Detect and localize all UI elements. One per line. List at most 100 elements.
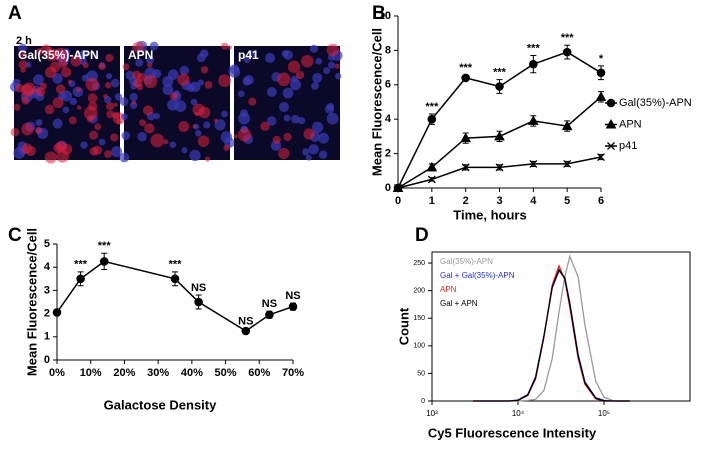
fluorescence (104, 150, 112, 158)
fluorescence (287, 60, 301, 74)
nucleus (266, 87, 277, 98)
significance-label: *** (425, 101, 439, 113)
data-point (170, 274, 180, 284)
fluorescence (89, 147, 99, 156)
data-point (427, 175, 436, 184)
data-point (394, 184, 402, 192)
y-tick-label: 50 (417, 370, 425, 377)
data-point (527, 115, 539, 125)
data-point (76, 274, 85, 284)
legend-label: APN (440, 285, 457, 294)
significance-label: *** (527, 42, 541, 54)
nucleus (281, 50, 289, 57)
nucleus (302, 148, 310, 156)
y-tick-label: 6 (385, 79, 391, 91)
nucleus (18, 43, 28, 54)
nucleus (243, 74, 254, 85)
plot-frame (431, 251, 691, 402)
image-label: APN (128, 48, 153, 62)
nucleus (238, 112, 251, 125)
fluorescence (144, 123, 155, 134)
nucleus (297, 117, 306, 125)
fluorescence (56, 149, 70, 163)
panel-letter: C (8, 225, 22, 246)
nucleus (110, 78, 120, 88)
data-point (426, 161, 438, 172)
fluorescence (94, 123, 102, 131)
nucleus (190, 98, 198, 106)
fluorescence (237, 128, 252, 142)
data-point (427, 114, 437, 124)
data-point (461, 73, 470, 83)
legend-label: p41 (619, 140, 637, 152)
legend-marker (605, 118, 617, 129)
nucleus (323, 67, 331, 75)
fluorescence (105, 102, 115, 111)
fluorescence (25, 145, 36, 157)
x-tick-label: 70% (282, 367, 304, 379)
data-point (99, 257, 109, 266)
nucleus (200, 49, 209, 58)
fluorescence (197, 135, 210, 147)
nucleus (326, 112, 339, 125)
fluorescence (163, 139, 169, 145)
y-axis-label: Count (396, 307, 411, 345)
fluorescence (46, 46, 52, 52)
nucleus (62, 106, 70, 114)
fluorescence (150, 133, 165, 148)
x-tick-label: 3 (496, 195, 502, 207)
data-point (529, 159, 538, 168)
fluorescence (194, 111, 199, 117)
y-tick-label: 250 (413, 260, 425, 267)
fluorescence (53, 47, 68, 62)
series-line (473, 263, 630, 402)
legend-label: Gal(35%)-APN (440, 257, 493, 266)
fluorescence (192, 124, 197, 129)
data-point (52, 308, 62, 317)
nucleus (33, 74, 44, 86)
fluorescence (67, 79, 73, 85)
legend-label: APN (619, 118, 642, 130)
fluorescence (137, 72, 147, 82)
x-tick-label: 30% (147, 367, 169, 379)
data-point (194, 297, 203, 307)
fluorescence (70, 55, 82, 67)
nucleus (98, 138, 106, 146)
fluorescence (35, 126, 43, 134)
data-point (561, 120, 573, 131)
nucleus (52, 118, 63, 129)
fluorescence (283, 132, 292, 142)
panel-letter: B (372, 3, 386, 24)
nucleus (228, 66, 241, 78)
series-line (56, 260, 294, 332)
nucleus (114, 93, 123, 101)
fluorescence (223, 144, 230, 151)
legend-marker (607, 142, 615, 150)
fluorescence (110, 133, 119, 142)
data-point (495, 82, 504, 91)
fluorescence (260, 121, 270, 131)
x-tick-label: 5 (564, 195, 570, 207)
nucleus (69, 98, 77, 106)
y-tick-label: 4 (44, 261, 51, 273)
fluorescence (105, 53, 114, 62)
nucleus (137, 132, 147, 142)
nucleus (181, 147, 188, 154)
nucleus (190, 81, 201, 92)
nucleus (282, 87, 294, 99)
nucleus (283, 114, 291, 122)
fluorescence (113, 102, 118, 107)
image-label: Gal(35%)-APN (18, 48, 99, 62)
significance-label: NS (285, 290, 300, 302)
legend-label: Gal + APN (440, 299, 478, 308)
fluorescence (13, 103, 21, 111)
x-tick-label: 10⁴ (512, 409, 525, 418)
fluorescence (221, 42, 229, 50)
nucleus (149, 41, 159, 51)
data-point (241, 326, 251, 336)
nucleus (309, 44, 319, 53)
fluorescence (22, 82, 36, 96)
nucleus (237, 90, 245, 98)
legend-label: Gal + Gal(35%)-APN (440, 271, 515, 280)
